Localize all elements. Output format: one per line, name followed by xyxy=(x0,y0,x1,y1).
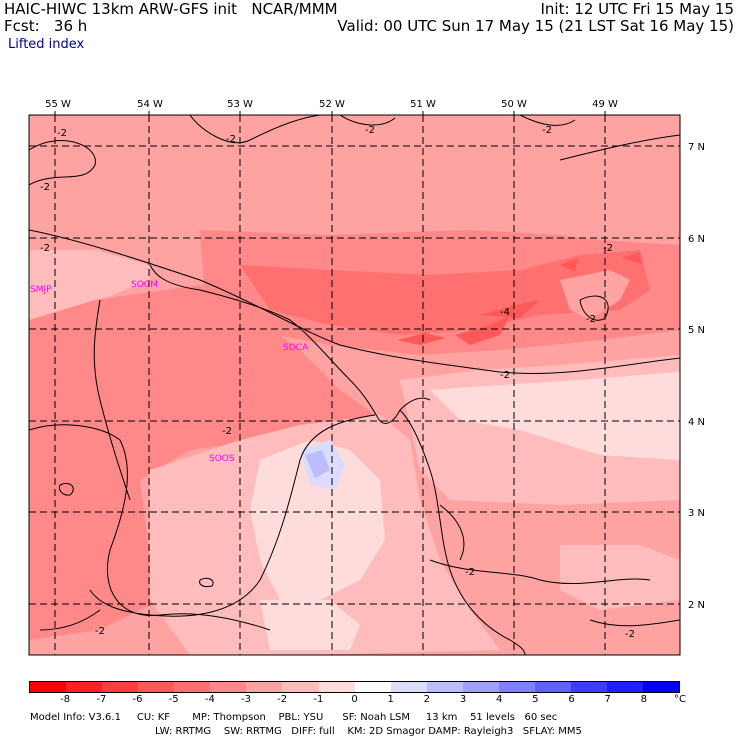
colorbar-swatch xyxy=(390,682,427,692)
colorbar-swatch xyxy=(426,682,463,692)
colorbar-swatch xyxy=(354,682,391,692)
station-soca: SOCA xyxy=(283,343,309,353)
colorbar-unit: °C xyxy=(674,694,686,705)
valid-time: Valid: 00 UTC Sun 17 May 15 (21 LST Sat … xyxy=(337,17,734,35)
colorbar-swatch xyxy=(643,682,680,692)
contour-label: -2 xyxy=(226,134,236,145)
lat-labels: 7 N 6 N 5 N 4 N 3 N 2 N xyxy=(688,142,705,611)
colorbar-label: 0 xyxy=(351,694,358,705)
colorbar-swatch xyxy=(174,682,211,692)
station-socm: SOCM xyxy=(131,280,158,290)
colorbar-label: 4 xyxy=(495,694,503,705)
colorbar-label: 6 xyxy=(568,694,575,705)
init-time: Init: 12 UTC Fri 15 May 15 xyxy=(540,0,734,18)
lon-label-49w: 49 W xyxy=(592,99,618,110)
lon-ticks xyxy=(54,111,606,115)
lifted-index-map: 55 W 54 W 53 W 52 W 51 W 50 W 49 W 7 N 6… xyxy=(28,99,705,656)
colorbar-label: -4 xyxy=(204,694,215,705)
colorbar-label: -7 xyxy=(96,694,107,705)
colorbar-label: 8 xyxy=(640,694,648,705)
contour-label: -2 xyxy=(500,370,510,381)
contour-labels: -2 -2 -2 -2 -2 -2 -2 -4 -2 -2 -2 -2 -2 -… xyxy=(40,125,635,640)
colorbar-swatch xyxy=(534,682,571,692)
colorbar-label: 5 xyxy=(532,694,539,705)
map-frame xyxy=(28,114,681,656)
colorbar-swatch xyxy=(498,682,535,692)
model-info-line1: Model Info: V3.6.1 CU: KF MP: Thompson P… xyxy=(30,712,558,723)
lon-label-54w: 54 W xyxy=(137,99,163,110)
station-smjp: SMJP xyxy=(30,285,52,295)
colorbar-swatch xyxy=(66,682,103,692)
contour-label: -2 xyxy=(625,629,635,640)
colorbar-swatch xyxy=(138,682,175,692)
colorbar-swatch xyxy=(210,682,247,692)
lon-labels: 55 W 54 W 53 W 52 W 51 W 50 W 49 W xyxy=(45,99,618,110)
map-title: HAIC-HIWC 13km ARW-GFS init NCAR/MMM xyxy=(4,0,338,18)
lat-label-2n: 2 N xyxy=(688,600,705,611)
forecast-hour: Fcst: 36 h xyxy=(4,17,88,35)
lat-label-7n: 7 N xyxy=(688,142,705,153)
lat-label-4n: 4 N xyxy=(688,417,705,428)
colorbar-labels: -8 -7 -6 -5 -4 -3 -2 -1 0 1 2 3 4 5 6 7 8 xyxy=(29,694,680,706)
lon-label-51w: 51 W xyxy=(410,99,436,110)
lon-label-53w: 53 W xyxy=(227,99,253,110)
shaded-field xyxy=(29,115,680,655)
lat-label-3n: 3 N xyxy=(688,508,705,519)
colorbar-label: 1 xyxy=(387,694,394,705)
colorbar xyxy=(29,681,680,693)
contour-label: -2 xyxy=(542,125,552,136)
colorbar-swatch xyxy=(30,682,67,692)
station-labels: SMJP SOCM SOCA SOOS xyxy=(30,280,309,464)
colorbar-swatch xyxy=(570,682,607,692)
coastline-borders xyxy=(89,264,526,655)
contour-label: -2 xyxy=(222,426,232,437)
colorbar-label: -6 xyxy=(132,694,143,705)
contour-label: -4 xyxy=(500,307,510,318)
lat-label-6n: 6 N xyxy=(688,234,705,245)
colorbar-swatch xyxy=(102,682,139,692)
contour-label: -2 xyxy=(465,567,475,578)
colorbar-label: -8 xyxy=(60,694,71,705)
lat-lon-grid xyxy=(29,115,680,655)
contour-label: -2 xyxy=(40,182,50,193)
lon-label-50w: 50 W xyxy=(501,99,527,110)
contour-label: -2 xyxy=(586,314,596,325)
contour-label: -2 xyxy=(40,243,50,254)
colorbar-label: 7 xyxy=(604,694,611,705)
colorbar-label: -3 xyxy=(241,694,251,705)
contour-label: -2 xyxy=(603,243,613,254)
colorbar-label: 2 xyxy=(423,694,431,705)
contour-lines xyxy=(29,115,680,631)
colorbar-label: -5 xyxy=(168,694,179,705)
colorbar-swatch xyxy=(246,682,283,692)
station-soos: SOOS xyxy=(209,454,235,464)
colorbar-label: 3 xyxy=(459,694,467,705)
colorbar-label: -2 xyxy=(277,694,288,705)
lon-label-52w: 52 W xyxy=(319,99,345,110)
field-name: Lifted index xyxy=(8,37,85,52)
contour-label: -2 xyxy=(365,125,375,136)
lon-label-55w: 55 W xyxy=(45,99,71,110)
colorbar-swatch xyxy=(607,682,644,692)
colorbar-swatch xyxy=(462,682,499,692)
model-info-line2: LW: RRTMG SW: RRTMG DIFF: full KM: 2D Sm… xyxy=(155,726,582,737)
colorbar-swatch xyxy=(282,682,319,692)
contour-label: -2 xyxy=(95,626,105,637)
colorbar-label: -1 xyxy=(313,694,324,705)
contour-label: -2 xyxy=(57,128,67,139)
colorbar-swatch xyxy=(318,682,355,692)
lat-label-5n: 5 N xyxy=(688,325,705,336)
